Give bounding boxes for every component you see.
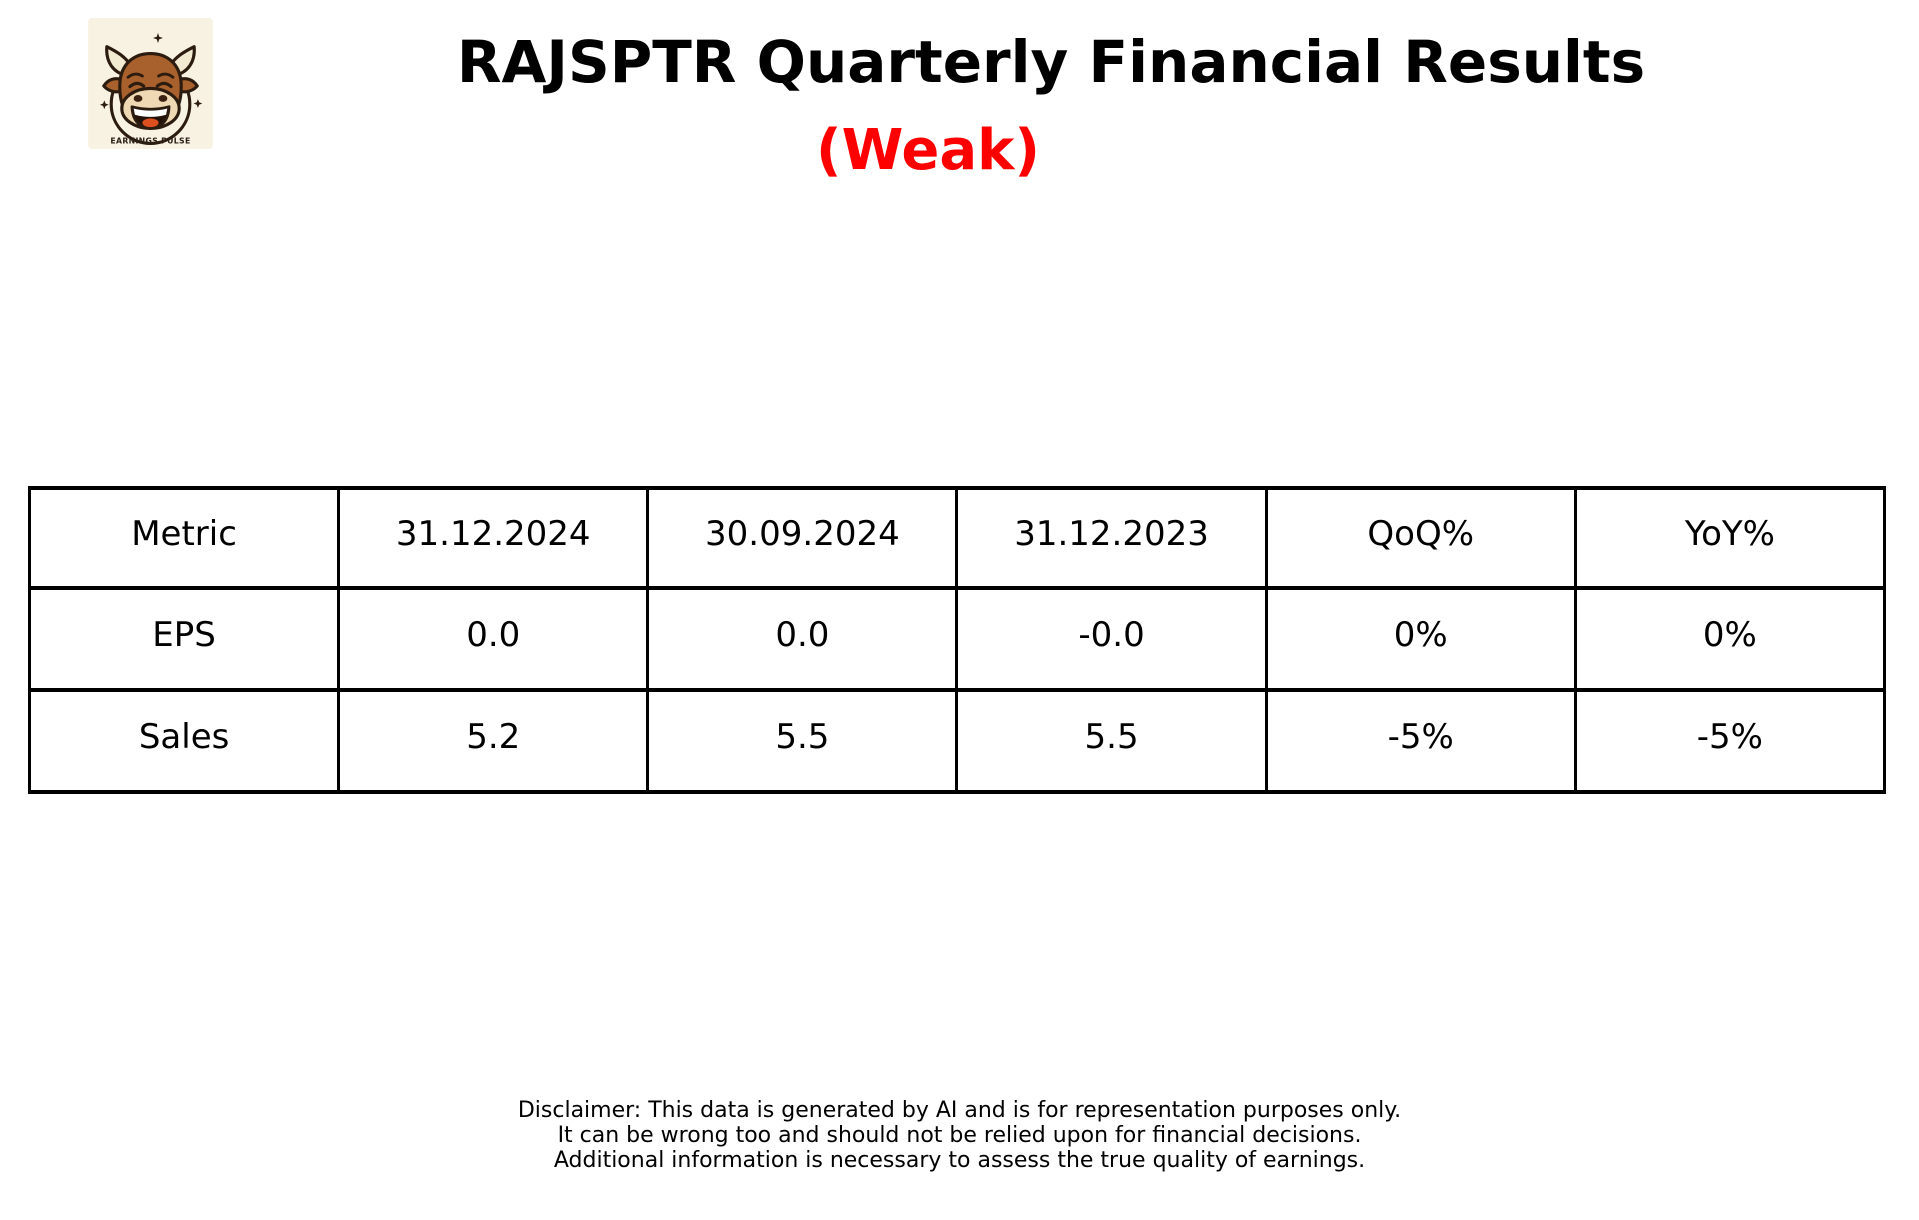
table-header-row: Metric 31.12.2024 30.09.2024 31.12.2023 …: [27, 486, 1887, 590]
verdict-label: (Weak): [816, 118, 1040, 183]
eps-q-current: 0.0: [337, 586, 650, 692]
bull-nostril-left: [133, 95, 143, 102]
col-header-q-previous: 30.09.2024: [646, 486, 959, 590]
eps-yoy-percent: 0%: [1573, 586, 1887, 692]
sparkle-icon: [152, 32, 163, 43]
financial-results-table: Metric 31.12.2024 30.09.2024 31.12.2023 …: [27, 486, 1887, 794]
bull-nostril-right: [158, 95, 168, 102]
col-header-metric: Metric: [27, 486, 341, 590]
eps-metric-label: EPS: [27, 586, 341, 692]
bull-tongue: [142, 118, 159, 128]
eps-q-yearago: -0.0: [955, 586, 1268, 692]
sales-yoy-percent: -5%: [1573, 688, 1887, 794]
disclaimer-line-2: It can be wrong too and should not be re…: [557, 1123, 1362, 1148]
sparkle-icon: [99, 100, 109, 110]
sparkle-icon: [193, 99, 203, 108]
sales-qoq-percent: -5%: [1264, 688, 1577, 794]
disclaimer-line-1: Disclaimer: This data is generated by AI…: [517, 1098, 1402, 1123]
table-row-eps: EPS 0.0 0.0 -0.0 0% 0%: [27, 586, 1887, 692]
page-title: RAJSPTR Quarterly Financial Results: [456, 28, 1646, 96]
earnings-pulse-logo: EARNINGS PULSE: [88, 18, 213, 149]
col-header-q-current: 31.12.2024: [337, 486, 650, 590]
sales-q-previous: 5.5: [646, 688, 959, 794]
sales-metric-label: Sales: [27, 688, 341, 794]
sales-q-yearago: 5.5: [955, 688, 1268, 794]
col-header-q-yearago: 31.12.2023: [955, 486, 1268, 590]
bull-eyebrow-right: [157, 72, 175, 79]
eps-q-previous: 0.0: [646, 586, 959, 692]
sales-q-current: 5.2: [337, 688, 650, 794]
logo-brand-text: EARNINGS PULSE: [110, 136, 190, 145]
disclaimer-line-3: Additional information is necessary to a…: [553, 1148, 1366, 1173]
bull-eyebrow-left: [126, 72, 144, 79]
eps-qoq-percent: 0%: [1264, 586, 1577, 692]
bull-eye-right: [155, 81, 173, 89]
table-row-sales: Sales 5.2 5.5 5.5 -5% -5%: [27, 688, 1887, 794]
disclaimer: Disclaimer: This data is generated by AI…: [0, 1098, 1919, 1173]
col-header-qoq: QoQ%: [1264, 486, 1577, 590]
col-header-yoy: YoY%: [1573, 486, 1887, 590]
bull-teeth: [133, 108, 168, 117]
bull-eye-left: [128, 81, 146, 89]
